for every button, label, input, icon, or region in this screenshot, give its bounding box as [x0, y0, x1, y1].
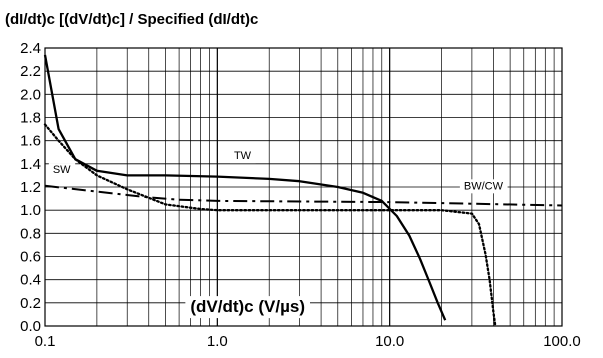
- series-label-background: [459, 179, 508, 194]
- y-tick-label: 0.8: [20, 225, 41, 242]
- y-tick-label: 0.4: [20, 272, 41, 289]
- series-label-sw: SW: [53, 164, 71, 176]
- y-tick-label: 1.2: [20, 179, 41, 196]
- x-tick-labels: 0.1 1.0 10.0 100.0: [35, 333, 581, 350]
- x-axis-label-background: [185, 296, 311, 319]
- series-labels: TW SW BW/CW: [48, 149, 508, 194]
- y-tick-label: 2.4: [20, 40, 41, 57]
- series-label-bw-cw: BW/CW: [464, 180, 504, 192]
- y-tick-label: 0.6: [20, 249, 41, 266]
- y-tick-label: 1.6: [20, 133, 41, 150]
- series-line-bw-cw: [44, 184, 563, 207]
- x-tick-label: 0.1: [35, 333, 56, 350]
- series-line-sw: [43, 123, 497, 328]
- y-tick-label: 0.2: [20, 295, 41, 312]
- series-label-tw: TW: [234, 150, 252, 162]
- series-label-background: [229, 149, 256, 164]
- y-tick-label: 2.2: [20, 63, 41, 80]
- series-label-background: [48, 163, 76, 178]
- x-tick-label: 100.0: [543, 333, 581, 350]
- chart-title: (dI/dt)c [(dV/dt)c] / Specified (dI/dt)c: [5, 11, 258, 28]
- y-tick-label: 1.0: [20, 202, 41, 219]
- x-tick-label: 1.0: [207, 333, 228, 350]
- y-tick-label: 1.8: [20, 110, 41, 127]
- x-axis-label: (dV/dt)c (V/µs): [190, 297, 305, 316]
- y-tick-label: 0.0: [20, 318, 41, 335]
- y-tick-labels: 0.0 0.2 0.4 0.6 0.8 1.0 1.2 1.4 1.6 1.8 2.0 2.2 2.4: [20, 40, 41, 335]
- series-line-tw: [43, 54, 447, 321]
- series-lines: [43, 54, 563, 328]
- x-tick-label: 10.0: [375, 333, 404, 350]
- y-tick-label: 1.4: [20, 156, 41, 173]
- plot-frame: [44, 47, 563, 327]
- y-tick-label: 2.0: [20, 86, 41, 103]
